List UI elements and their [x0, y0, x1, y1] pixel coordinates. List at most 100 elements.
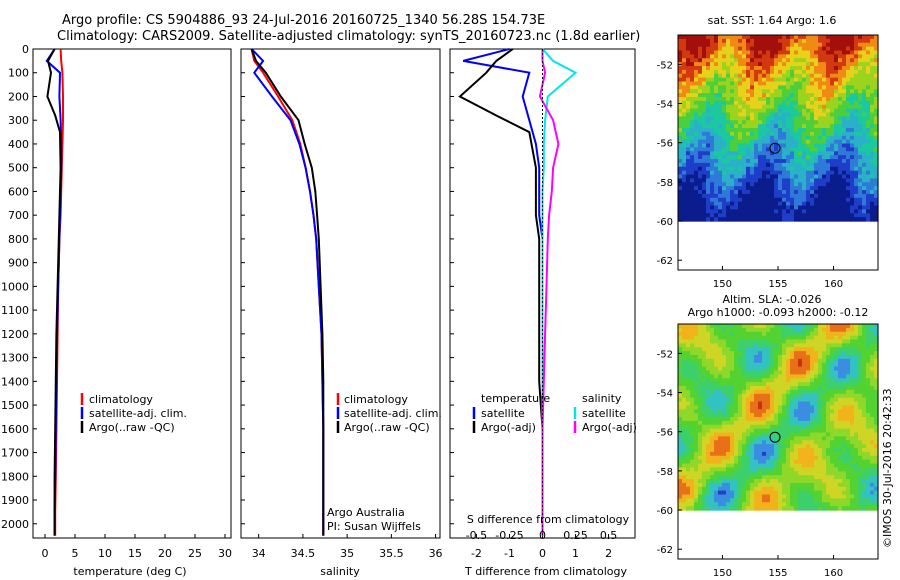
map-cell	[874, 174, 879, 180]
map-cell	[762, 374, 767, 379]
map-cell	[710, 327, 715, 333]
map-cell	[826, 343, 831, 348]
map-cell	[706, 355, 711, 360]
map-cell	[854, 428, 859, 434]
map-cell	[802, 193, 807, 199]
map-cell	[730, 355, 735, 360]
map-cell	[694, 374, 699, 379]
map-cell	[774, 155, 779, 160]
map-cell	[722, 324, 727, 329]
map-cell	[706, 128, 711, 133]
map-cell	[730, 205, 735, 211]
map-cell	[754, 174, 759, 180]
map-cell	[794, 479, 799, 484]
map-cell	[794, 324, 799, 329]
map-cell	[774, 475, 779, 480]
map-cell	[798, 77, 803, 83]
map-cell	[686, 397, 691, 403]
map-cell	[678, 451, 683, 457]
map-cell	[834, 143, 839, 148]
map-cell	[862, 201, 867, 207]
map-cell	[826, 498, 831, 503]
map-cell	[726, 62, 731, 67]
map-cell	[778, 324, 783, 329]
map-cell	[794, 73, 799, 79]
map-cell	[690, 498, 695, 503]
map-cell	[702, 386, 707, 391]
map-cell	[774, 448, 779, 453]
map-cell	[758, 424, 763, 430]
map-cell	[750, 147, 755, 152]
map-cell	[690, 42, 695, 48]
map-cell	[698, 502, 703, 507]
map-cell	[750, 401, 755, 406]
map-cell	[774, 190, 779, 195]
map-cell	[730, 370, 735, 375]
map-cell	[758, 155, 763, 160]
map-cell	[802, 490, 807, 496]
map-cell	[710, 417, 715, 422]
map-cell	[686, 54, 691, 59]
map-cell	[858, 432, 863, 437]
map-cell	[782, 205, 787, 211]
map-cell	[858, 97, 863, 102]
map-cell	[870, 201, 875, 207]
map-cell	[766, 479, 771, 484]
map-cell	[762, 174, 767, 180]
map-cell	[770, 444, 775, 449]
map-cell	[834, 73, 839, 79]
map-cell	[750, 479, 755, 484]
map-cell	[802, 46, 807, 52]
map-cell	[754, 467, 759, 472]
map-cell	[774, 128, 779, 133]
map-cell	[690, 335, 695, 341]
map-cell	[698, 343, 703, 348]
map-cell	[694, 389, 699, 395]
map-cell	[718, 147, 723, 152]
map-cell	[698, 401, 703, 406]
map-cell	[866, 128, 871, 133]
map-cell	[786, 162, 791, 168]
map-cell	[814, 201, 819, 207]
map-cell	[718, 393, 723, 399]
map-cell	[758, 89, 763, 94]
map-cell	[858, 120, 863, 125]
map-cell	[714, 174, 719, 180]
map-cell	[706, 124, 711, 129]
map-cell	[818, 358, 823, 364]
map-cell	[726, 159, 731, 164]
map-cell	[794, 174, 799, 180]
map-cell	[698, 494, 703, 500]
map-cell	[714, 463, 719, 469]
map-cell	[734, 351, 739, 356]
map-cell	[762, 327, 767, 333]
map-cell	[778, 335, 783, 341]
map-cell	[814, 35, 819, 40]
map-cell	[806, 417, 811, 422]
map-cell	[738, 186, 743, 191]
map-cell	[754, 413, 759, 418]
map-cell	[690, 147, 695, 152]
map-cell	[678, 475, 683, 480]
map-cell	[846, 147, 851, 152]
map-cell	[858, 444, 863, 449]
map-cell	[842, 182, 847, 187]
map-cell	[830, 463, 835, 469]
map-cell	[710, 374, 715, 379]
map-cell	[730, 362, 735, 368]
map-cell	[794, 66, 799, 71]
map-cell	[702, 151, 707, 156]
map-cell	[698, 93, 703, 98]
map-cell	[806, 178, 811, 183]
map-cell	[770, 397, 775, 403]
map-cell	[802, 124, 807, 129]
map-cell	[722, 143, 727, 148]
map-cell	[774, 479, 779, 484]
map-cell	[682, 217, 687, 222]
map-cell	[794, 502, 799, 507]
map-cell	[874, 38, 879, 44]
legend-label: satellite	[582, 407, 626, 420]
map-cell	[870, 217, 875, 222]
map-cell	[774, 451, 779, 457]
map-cell	[790, 405, 795, 410]
